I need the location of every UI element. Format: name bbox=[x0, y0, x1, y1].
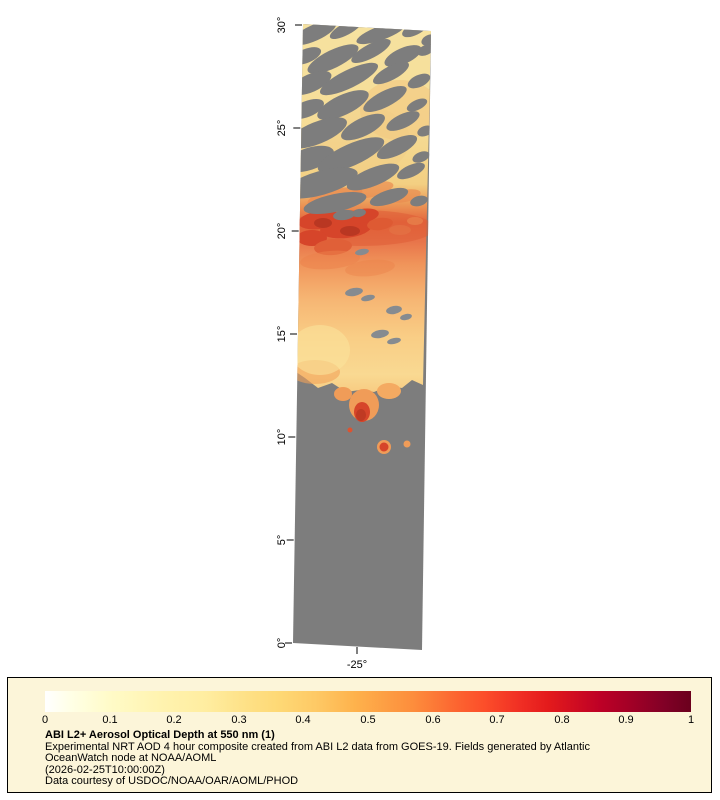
small-cloud-specks bbox=[345, 248, 412, 345]
y-axis-label: 0° bbox=[276, 638, 288, 649]
y-axis-label: 5° bbox=[276, 535, 288, 546]
colorbar-tick: 1 bbox=[687, 714, 695, 726]
colorbar-tick: 0.2 bbox=[166, 714, 182, 726]
colorbar-tick: 0.9 bbox=[618, 714, 634, 726]
legend-credit: Data courtesy of USDOC/NOAA/OAR/AOML/PHO… bbox=[45, 775, 299, 787]
map-plot: 30° 25° 20° 15° 10° 5° 0° -25° bbox=[276, 17, 431, 671]
southern-aod-patches bbox=[334, 383, 411, 454]
colorbar-tick: 0.8 bbox=[554, 714, 570, 726]
axis-ticks bbox=[285, 24, 358, 654]
colorbar-tick: 0 bbox=[41, 714, 49, 726]
colorbar-tick: 0.4 bbox=[295, 714, 311, 726]
colorbar-tick: 0.5 bbox=[360, 714, 376, 726]
y-axis-labels: 30° 25° 20° 15° 10° 5° 0° -25° bbox=[276, 17, 367, 671]
legend-title: ABI L2+ Aerosol Optical Depth at 550 nm … bbox=[45, 729, 275, 741]
y-axis-label: 20° bbox=[276, 223, 288, 240]
colorbar-tick: 0.7 bbox=[489, 714, 505, 726]
x-axis-label: -25° bbox=[347, 659, 367, 671]
legend-description-line1: Experimental NRT AOD 4 hour composite cr… bbox=[45, 740, 590, 753]
colorbar-gradient bbox=[45, 691, 691, 712]
y-axis-label: 30° bbox=[276, 17, 288, 34]
satellite-swath bbox=[293, 24, 431, 650]
y-axis-label: 15° bbox=[276, 326, 288, 343]
legend-description-line2: OceanWatch node at NOAA/AOML bbox=[45, 752, 217, 764]
colorbar-tick: 0.6 bbox=[425, 714, 441, 726]
colorbar-tick: 0.1 bbox=[102, 714, 118, 726]
y-axis-label: 10° bbox=[276, 429, 288, 446]
cloud-blobs bbox=[293, 24, 431, 221]
y-axis-label: 25° bbox=[276, 120, 288, 137]
colorbar-tick: 0.3 bbox=[231, 714, 247, 726]
legend-timestamp: (2026-02-25T10:00:00Z) bbox=[45, 763, 165, 776]
colorbar-legend: 0 0.1 0.2 0.3 0.4 0.5 0.6 0.7 0.8 0.9 1 … bbox=[7, 677, 712, 793]
legend-text-block: ABI L2+ Aerosol Optical Depth at 550 nm … bbox=[45, 729, 590, 788]
